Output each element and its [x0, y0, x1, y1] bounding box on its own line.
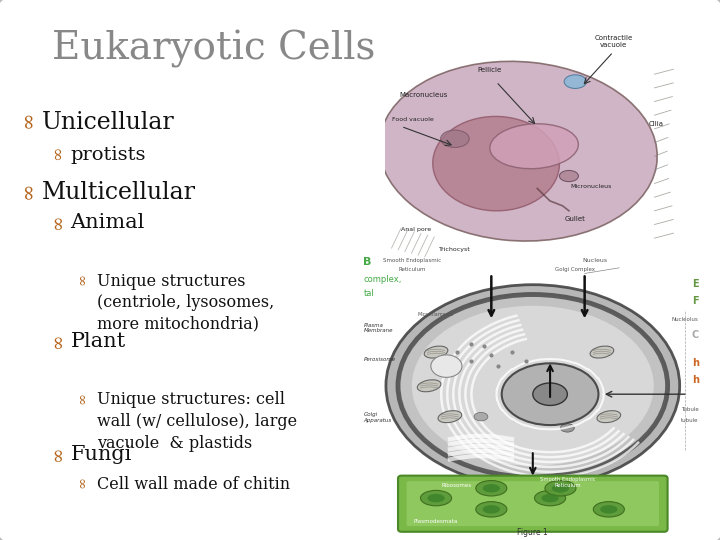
- Text: ∞: ∞: [18, 111, 37, 129]
- Text: tubule: tubule: [681, 418, 698, 423]
- Text: Gullet: Gullet: [565, 216, 585, 222]
- Ellipse shape: [386, 285, 680, 487]
- Text: Micronucleus: Micronucleus: [570, 185, 612, 190]
- Text: Cell wall made of chitin: Cell wall made of chitin: [97, 476, 290, 493]
- Text: Macronucleus: Macronucleus: [399, 92, 447, 98]
- Text: Microfilaments: Microfilaments: [418, 312, 454, 316]
- Text: complex,: complex,: [364, 275, 402, 284]
- Text: ∞: ∞: [18, 181, 37, 199]
- Text: Unicellular: Unicellular: [42, 111, 174, 134]
- Ellipse shape: [552, 484, 569, 492]
- Ellipse shape: [502, 363, 598, 425]
- Text: h: h: [692, 375, 698, 385]
- Ellipse shape: [418, 380, 441, 392]
- Ellipse shape: [541, 494, 559, 502]
- Text: Anal pore: Anal pore: [401, 227, 431, 232]
- Ellipse shape: [482, 484, 500, 492]
- Ellipse shape: [590, 346, 613, 358]
- Text: Unique structures: cell
wall (w/ cellulose), large
vacuole  & plastids: Unique structures: cell wall (w/ cellulo…: [97, 392, 297, 451]
- Text: F: F: [692, 296, 698, 306]
- Text: Cilia: Cilia: [648, 122, 663, 127]
- Ellipse shape: [474, 413, 488, 421]
- Text: ∞: ∞: [49, 332, 67, 348]
- Ellipse shape: [593, 502, 624, 517]
- FancyBboxPatch shape: [398, 476, 667, 532]
- Ellipse shape: [534, 490, 566, 506]
- Ellipse shape: [412, 306, 654, 466]
- Text: ∞: ∞: [49, 213, 67, 229]
- Text: E: E: [692, 280, 698, 289]
- Ellipse shape: [600, 505, 618, 514]
- Ellipse shape: [428, 494, 445, 502]
- Ellipse shape: [560, 424, 575, 432]
- Text: Fungi: Fungi: [71, 446, 132, 464]
- Ellipse shape: [482, 505, 500, 514]
- Ellipse shape: [424, 346, 448, 358]
- Text: Golgi Complex: Golgi Complex: [555, 267, 595, 272]
- Text: Unique structures
(centriole, lysosomes,
more mitochondria): Unique structures (centriole, lysosomes,…: [97, 273, 274, 333]
- Text: ∞: ∞: [76, 476, 89, 488]
- Text: Nucleolus: Nucleolus: [672, 317, 698, 322]
- Text: protists: protists: [71, 146, 146, 164]
- Ellipse shape: [431, 355, 462, 377]
- Ellipse shape: [438, 411, 462, 423]
- Text: Smooth Endoplasmic
Reticulum: Smooth Endoplasmic Reticulum: [539, 477, 595, 488]
- Text: ∞: ∞: [49, 446, 67, 461]
- Ellipse shape: [420, 490, 451, 506]
- Ellipse shape: [559, 171, 578, 181]
- Text: h: h: [692, 358, 698, 368]
- Ellipse shape: [433, 117, 559, 211]
- Text: ∞: ∞: [76, 392, 89, 403]
- Text: ∞: ∞: [49, 146, 66, 160]
- Text: Plasmodesmata: Plasmodesmata: [414, 519, 458, 524]
- Text: Trichocyst: Trichocyst: [439, 247, 471, 252]
- Ellipse shape: [597, 411, 621, 423]
- Text: Contractile
vacuole: Contractile vacuole: [594, 35, 632, 48]
- Ellipse shape: [398, 294, 667, 477]
- Ellipse shape: [545, 481, 576, 496]
- Ellipse shape: [441, 130, 469, 147]
- Text: ∞: ∞: [76, 273, 89, 285]
- Text: Plasma
Membrane: Plasma Membrane: [364, 322, 393, 333]
- Text: Pellicle: Pellicle: [477, 67, 502, 73]
- Ellipse shape: [476, 502, 507, 517]
- Text: Reticulum: Reticulum: [398, 267, 426, 272]
- Text: B: B: [364, 257, 372, 267]
- Text: tal: tal: [364, 289, 374, 298]
- Text: Nucleus: Nucleus: [582, 258, 608, 263]
- Text: Animal: Animal: [71, 213, 145, 232]
- Text: Food vacuole: Food vacuole: [392, 117, 433, 123]
- Text: Multicellular: Multicellular: [42, 181, 196, 204]
- Ellipse shape: [564, 75, 586, 89]
- Ellipse shape: [490, 124, 578, 168]
- Text: Eukaryotic Cells: Eukaryotic Cells: [52, 30, 375, 68]
- Text: C: C: [691, 330, 698, 340]
- Text: Tubule: Tubule: [681, 407, 698, 412]
- FancyBboxPatch shape: [407, 481, 659, 526]
- Text: Smooth Endoplasmic: Smooth Endoplasmic: [383, 258, 441, 263]
- Text: Ribosomes: Ribosomes: [441, 483, 472, 488]
- Text: Figure 1: Figure 1: [518, 528, 548, 537]
- Ellipse shape: [379, 62, 657, 241]
- Ellipse shape: [533, 383, 567, 406]
- Text: Golgi
Apparatus: Golgi Apparatus: [364, 413, 392, 423]
- Text: Plant: Plant: [71, 332, 126, 351]
- Text: Peroxisome: Peroxisome: [364, 356, 395, 361]
- Ellipse shape: [476, 481, 507, 496]
